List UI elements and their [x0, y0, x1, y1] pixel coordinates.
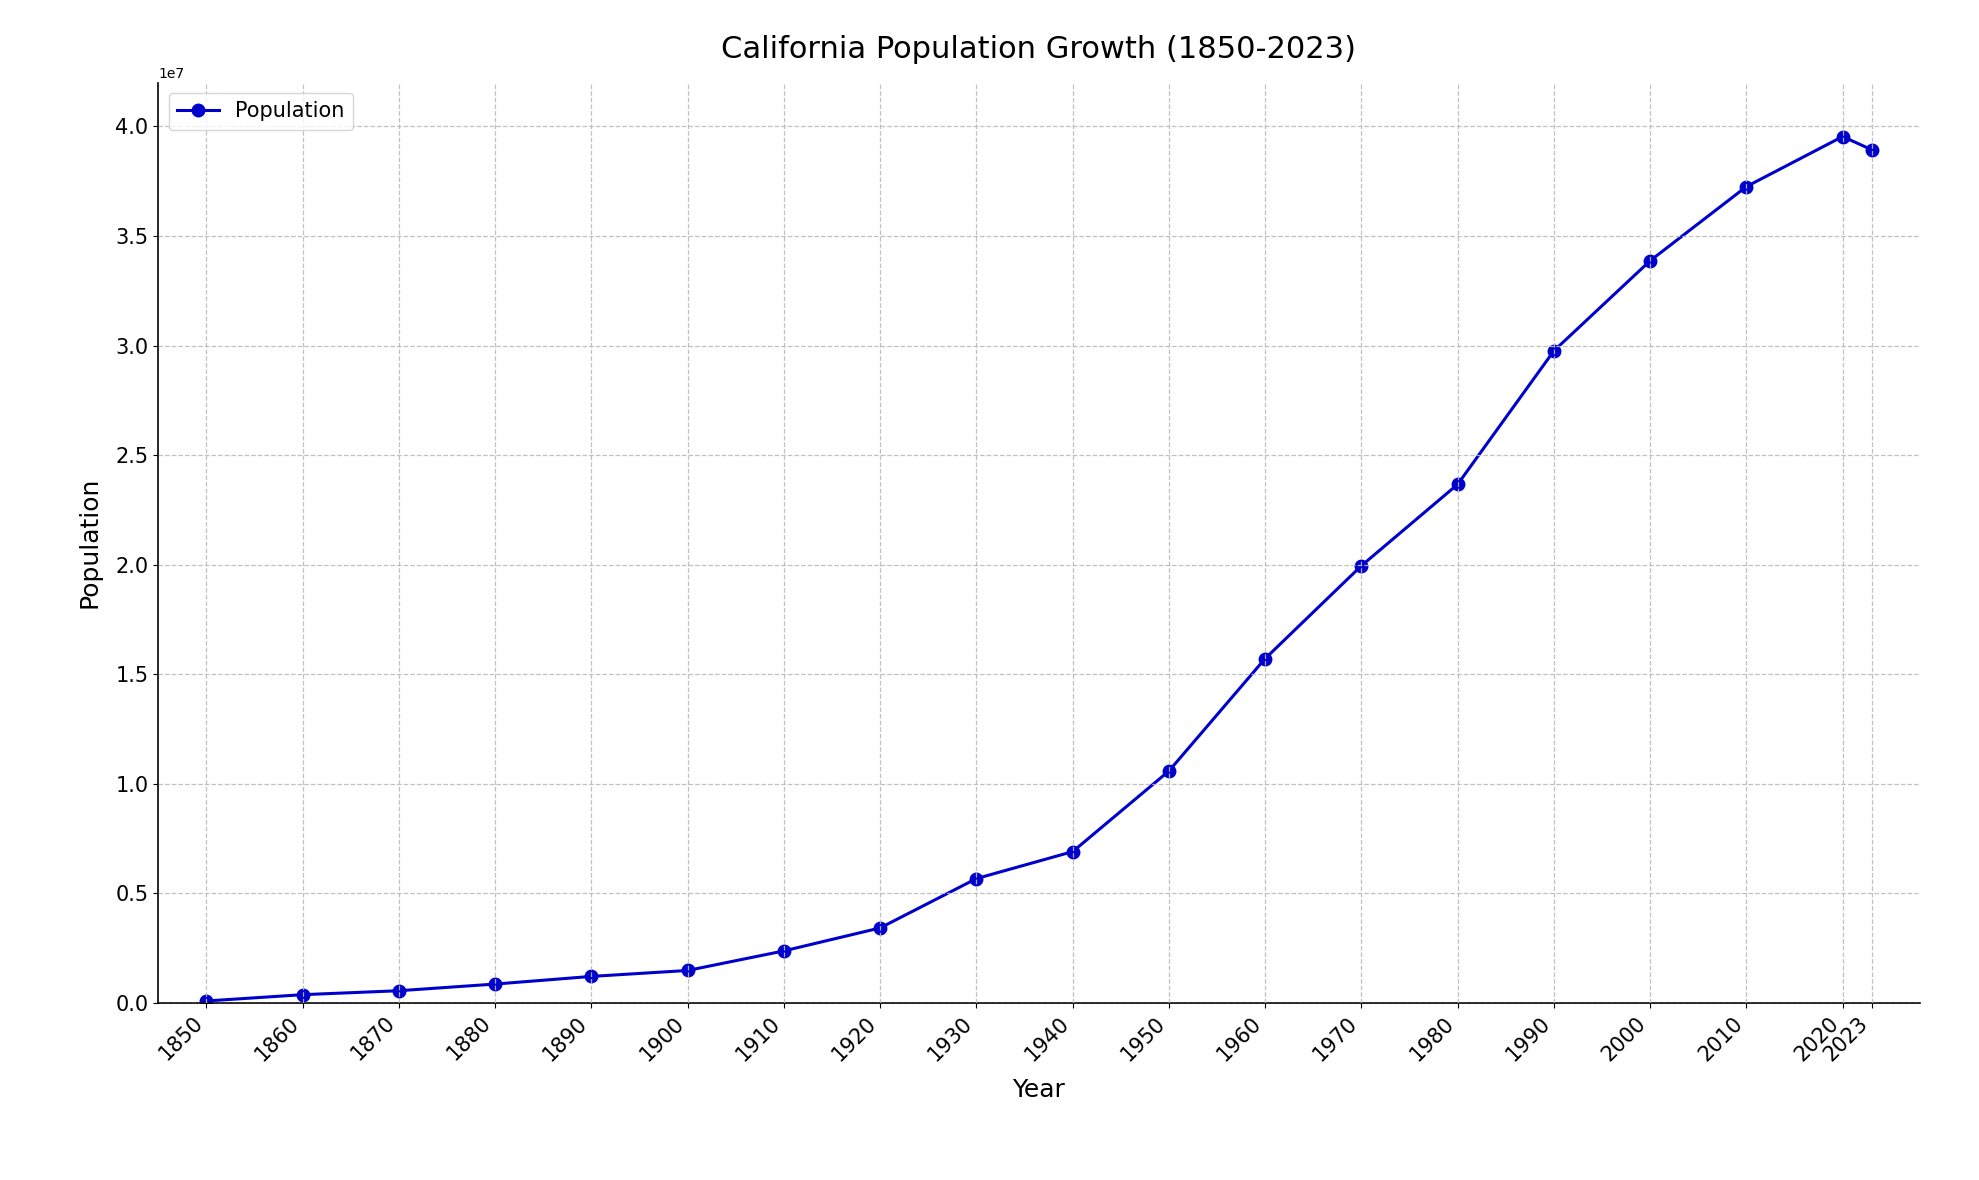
Population — [1447, 477, 1470, 491]
X-axis label: Year: Year — [1013, 1079, 1065, 1102]
Population — [1350, 558, 1373, 572]
Population — [1860, 143, 1884, 157]
Population — [675, 963, 699, 977]
Y-axis label: Population: Population — [77, 477, 101, 609]
Population — [1158, 763, 1181, 778]
Population — [1639, 254, 1662, 268]
Population — [1831, 130, 1854, 144]
Population — [580, 969, 604, 983]
Line: Population: Population — [200, 130, 1878, 1008]
Title: California Population Growth (1850-2023): California Population Growth (1850-2023) — [722, 34, 1356, 64]
Population — [1061, 845, 1084, 859]
Population — [772, 944, 796, 958]
Population — [1253, 651, 1276, 666]
Population — [388, 984, 412, 998]
Population — [869, 920, 893, 935]
Population — [483, 977, 507, 991]
Population — [1734, 179, 1757, 194]
Population — [964, 872, 988, 886]
Population — [194, 994, 218, 1008]
Population — [1542, 343, 1565, 358]
Legend: Population: Population — [168, 93, 352, 130]
Population — [291, 988, 315, 1002]
